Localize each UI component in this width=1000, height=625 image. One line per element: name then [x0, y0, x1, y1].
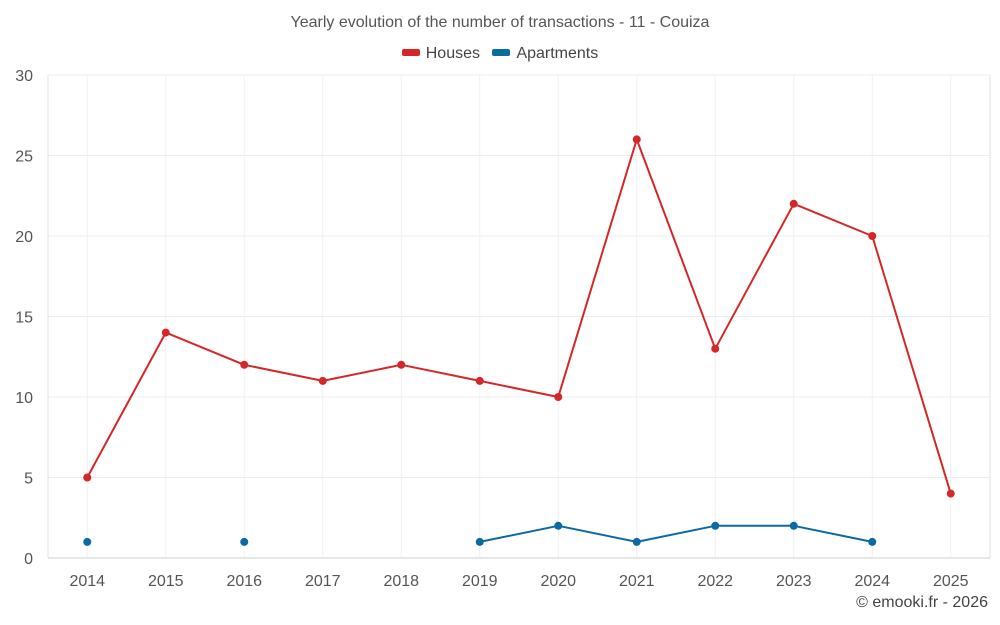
- legend-item-houses[interactable]: Houses: [401, 45, 480, 63]
- apartments-point-2022: [711, 521, 720, 530]
- houses-point-2018: [397, 360, 406, 369]
- x-tick-label: 2021: [619, 573, 655, 590]
- legend: Houses Apartments: [0, 45, 1000, 63]
- houses-point-2019: [475, 376, 484, 385]
- chart-title: Yearly evolution of the number of transa…: [290, 14, 710, 31]
- apartments-point-2024: [868, 537, 877, 546]
- legend-item-apartments[interactable]: Apartments: [492, 45, 598, 63]
- legend-label-houses: Houses: [425, 45, 480, 62]
- houses-point-2016: [240, 360, 249, 369]
- apartments-point-2016: [240, 537, 249, 546]
- houses-point-2022: [711, 344, 720, 353]
- y-tick-label: 5: [24, 471, 33, 488]
- x-tick-label: 2017: [305, 573, 341, 590]
- y-tick-label: 15: [15, 310, 33, 327]
- x-tick-label: 2023: [776, 573, 812, 590]
- y-tick-label: 0: [24, 551, 33, 568]
- houses-point-2015: [161, 328, 170, 337]
- x-tick-label: 2016: [226, 573, 262, 590]
- houses-point-2023: [789, 199, 798, 208]
- x-tick-label: 2020: [540, 573, 576, 590]
- credit-text: © emooki.fr - 2026: [856, 594, 988, 611]
- houses-point-2024: [868, 232, 877, 240]
- legend-swatch-apartments: [492, 49, 511, 57]
- y-tick-label: 30: [15, 68, 33, 85]
- apartments-line: [479, 524, 873, 543]
- houses-point-2025: [946, 489, 955, 498]
- apartments-point-2021: [632, 537, 641, 546]
- x-tick-label: 2018: [383, 573, 419, 590]
- x-tick-label: 2015: [148, 573, 184, 590]
- apartments-point-2020: [554, 521, 563, 530]
- y-tick-label: 10: [15, 390, 33, 407]
- houses-point-2014: [83, 473, 92, 482]
- houses-point-2017: [318, 376, 327, 385]
- apartments-point-2014: [83, 537, 92, 546]
- houses-point-2020: [554, 393, 563, 401]
- legend-label-apartments: Apartments: [516, 45, 599, 62]
- apartments-point-2023: [789, 521, 798, 530]
- x-tick-label: 2024: [854, 573, 890, 590]
- x-tick-label: 2025: [933, 573, 969, 590]
- apartments-point-2019: [475, 537, 484, 546]
- y-tick-label: 20: [15, 229, 33, 246]
- x-tick-label: 2019: [462, 573, 498, 590]
- x-tick-label: 2014: [69, 573, 105, 590]
- legend-swatch-houses: [401, 49, 420, 57]
- houses-line: [86, 138, 952, 494]
- x-tick-label: 2022: [697, 573, 733, 590]
- y-tick-label: 25: [15, 149, 33, 166]
- houses-point-2021: [632, 135, 641, 144]
